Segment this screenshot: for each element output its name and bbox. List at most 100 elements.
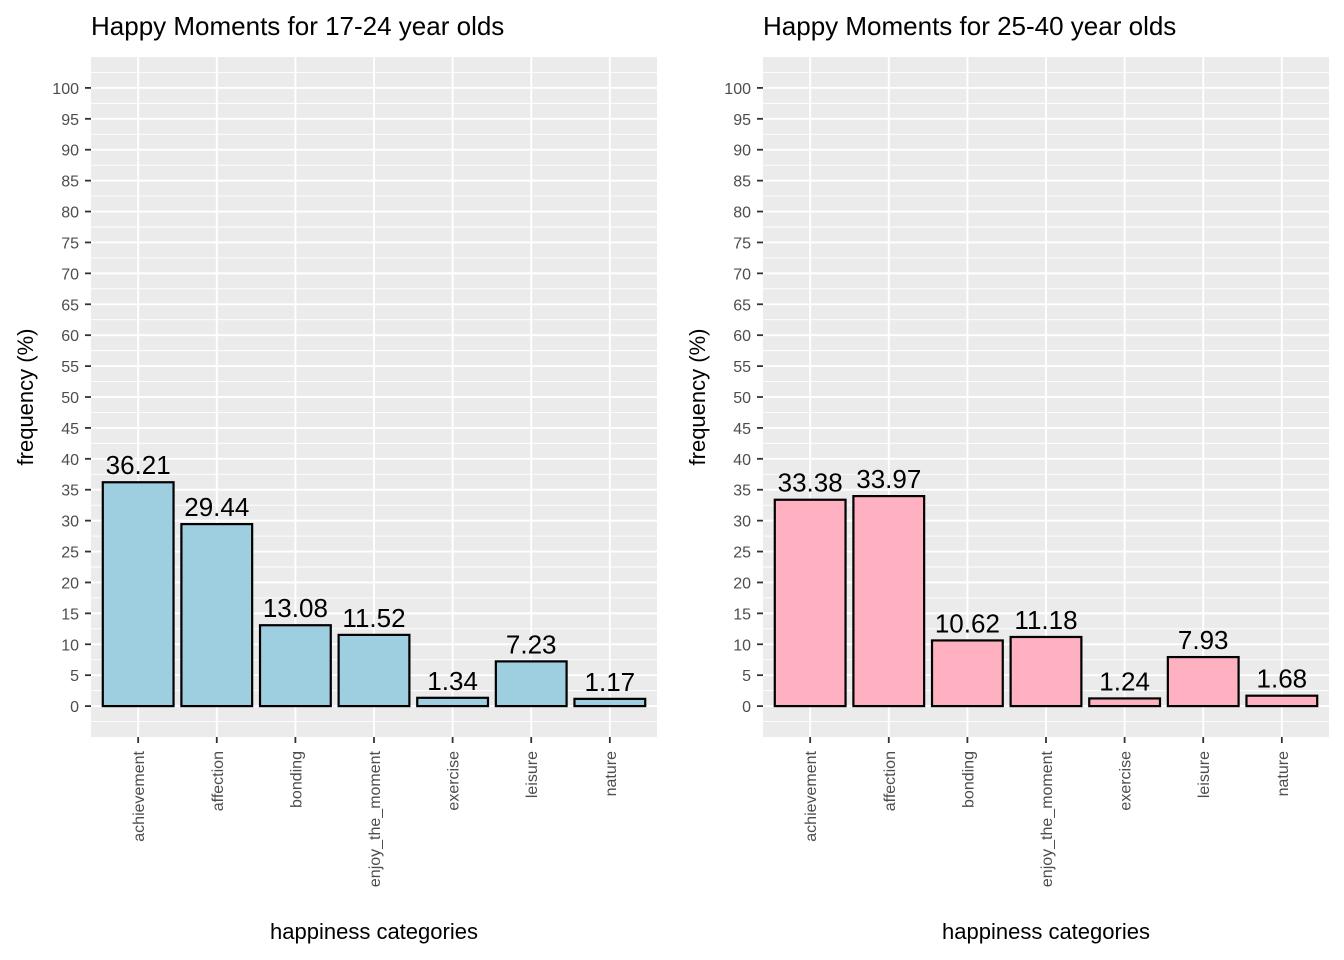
y-tick-label: 55 bbox=[61, 359, 79, 376]
x-tick-label-nature: nature bbox=[603, 751, 620, 796]
y-tick-label: 40 bbox=[733, 452, 751, 469]
data-label-leisure: 7.93 bbox=[1178, 625, 1229, 655]
bar-bonding bbox=[258, 624, 332, 708]
data-label-nature: 1.17 bbox=[585, 667, 636, 697]
data-label-enjoy_the_moment: 11.52 bbox=[342, 603, 405, 633]
bar-achievement bbox=[101, 481, 175, 708]
bar-bonding bbox=[930, 639, 1004, 708]
data-label-nature: 1.68 bbox=[1257, 664, 1308, 694]
y-tick-label: 90 bbox=[61, 143, 79, 160]
x-axis-title: happiness categories bbox=[270, 919, 478, 944]
x-tick-label-affection: affection bbox=[210, 751, 227, 811]
y-tick-label: 0 bbox=[70, 699, 79, 716]
y-tick-label: 60 bbox=[733, 328, 751, 345]
x-tick-label-exercise: exercise bbox=[1118, 751, 1135, 811]
y-tick-label: 30 bbox=[733, 514, 751, 531]
gridlines bbox=[763, 57, 1329, 737]
y-tick-label: 15 bbox=[61, 606, 79, 623]
x-tick-label-exercise: exercise bbox=[446, 751, 463, 811]
bar-leisure bbox=[1166, 655, 1240, 708]
y-tick-label: 75 bbox=[61, 235, 79, 252]
x-tick-label-bonding: bonding bbox=[960, 751, 977, 808]
y-tick-label: 80 bbox=[61, 205, 79, 222]
y-tick-label: 40 bbox=[61, 452, 79, 469]
bars bbox=[773, 494, 1319, 708]
y-axis-title: frequency (%) bbox=[685, 329, 710, 466]
y-tick-label: 95 bbox=[733, 112, 751, 129]
y-tick-label: 25 bbox=[61, 545, 79, 562]
y-tick-label: 50 bbox=[733, 390, 751, 407]
y-tick-label: 5 bbox=[70, 668, 79, 685]
y-tick-label: 85 bbox=[61, 174, 79, 191]
y-tick-label: 55 bbox=[733, 359, 751, 376]
y-tick-label: 45 bbox=[733, 421, 751, 438]
y-tick-label: 25 bbox=[733, 545, 751, 562]
chart-title: Happy Moments for 17-24 year olds bbox=[91, 11, 504, 41]
x-tick-label-leisure: leisure bbox=[1196, 751, 1213, 798]
bar-affection bbox=[180, 522, 254, 708]
x-tick-label-achievement: achievement bbox=[131, 750, 148, 841]
y-tick-label: 20 bbox=[733, 575, 751, 592]
y-tick-label: 70 bbox=[61, 266, 79, 283]
x-tick-label-enjoy_the_moment: enjoy_the_moment bbox=[1039, 750, 1056, 887]
x-tick-label-bonding: bonding bbox=[288, 751, 305, 808]
data-label-affection: 29.44 bbox=[184, 492, 249, 522]
y-tick-label: 100 bbox=[724, 81, 751, 98]
y-tick-label: 35 bbox=[733, 483, 751, 500]
x-axis: achievement affection bonding enjoy_the_mom… bbox=[803, 737, 1292, 887]
y-tick-label: 35 bbox=[61, 483, 79, 500]
y-tick-label: 0 bbox=[742, 699, 751, 716]
bar-exercise bbox=[416, 696, 490, 708]
x-tick-label-achievement: achievement bbox=[803, 750, 820, 841]
data-label-enjoy_the_moment: 11.18 bbox=[1014, 605, 1077, 635]
bar-leisure bbox=[494, 660, 568, 708]
data-label-bonding: 13.08 bbox=[263, 593, 328, 623]
y-tick-label: 15 bbox=[733, 606, 751, 623]
y-tick-label: 90 bbox=[733, 143, 751, 160]
x-axis-title: happiness categories bbox=[942, 919, 1150, 944]
y-tick-label: 65 bbox=[61, 297, 79, 314]
data-label-bonding: 10.62 bbox=[935, 608, 1000, 638]
y-tick-label: 85 bbox=[733, 174, 751, 191]
y-tick-label: 30 bbox=[61, 514, 79, 531]
data-label-exercise: 1.34 bbox=[427, 666, 478, 696]
y-axis-title: frequency (%) bbox=[13, 329, 38, 466]
bar-affection bbox=[852, 494, 926, 708]
data-label-leisure: 7.23 bbox=[506, 629, 557, 659]
bar-exercise bbox=[1088, 697, 1162, 708]
y-tick-label: 5 bbox=[742, 668, 751, 685]
x-tick-label-affection: affection bbox=[882, 751, 899, 811]
chart-panel-17-24: 0 5 10 15 20 25 30 35 40 45 50 55 60 65 70 75 80 85 90 95 10… bbox=[13, 11, 657, 944]
y-tick-label: 70 bbox=[733, 266, 751, 283]
y-axis: 0 5 10 15 20 25 30 35 40 45 50 55 60 65 70 75 80 85 90 95 10… bbox=[724, 81, 763, 716]
bar-achievement bbox=[773, 498, 847, 708]
y-tick-label: 100 bbox=[52, 81, 79, 98]
x-tick-label-nature: nature bbox=[1275, 751, 1292, 796]
y-tick-label: 50 bbox=[61, 390, 79, 407]
x-tick-label-leisure: leisure bbox=[524, 751, 541, 798]
data-label-achievement: 33.38 bbox=[778, 468, 843, 498]
y-tick-label: 20 bbox=[61, 575, 79, 592]
y-tick-label: 60 bbox=[61, 328, 79, 345]
bars bbox=[101, 481, 647, 708]
x-axis: achievement affection bonding enjoy_the_mom… bbox=[131, 737, 620, 887]
y-tick-label: 45 bbox=[61, 421, 79, 438]
bar-nature bbox=[573, 697, 647, 708]
data-labels: 36.21 29.44 13.08 11.52 1.34 7.23 1.17 bbox=[106, 450, 636, 697]
y-tick-label: 95 bbox=[61, 112, 79, 129]
data-label-exercise: 1.24 bbox=[1099, 666, 1150, 696]
bar-enjoy_the_moment bbox=[337, 633, 411, 708]
bar-nature bbox=[1245, 694, 1319, 708]
y-tick-label: 10 bbox=[733, 637, 751, 654]
data-label-achievement: 36.21 bbox=[106, 450, 171, 480]
bar-enjoy_the_moment bbox=[1009, 635, 1083, 708]
data-labels: 33.38 33.97 10.62 11.18 1.24 7.93 1.68 bbox=[778, 464, 1308, 696]
data-label-affection: 33.97 bbox=[856, 464, 921, 494]
y-tick-label: 65 bbox=[733, 297, 751, 314]
y-tick-label: 10 bbox=[61, 637, 79, 654]
y-axis: 0 5 10 15 20 25 30 35 40 45 50 55 60 65 70 75 80 85 90 95 10… bbox=[52, 81, 91, 716]
y-tick-label: 75 bbox=[733, 235, 751, 252]
y-tick-label: 80 bbox=[733, 205, 751, 222]
x-tick-label-enjoy_the_moment: enjoy_the_moment bbox=[367, 750, 384, 887]
